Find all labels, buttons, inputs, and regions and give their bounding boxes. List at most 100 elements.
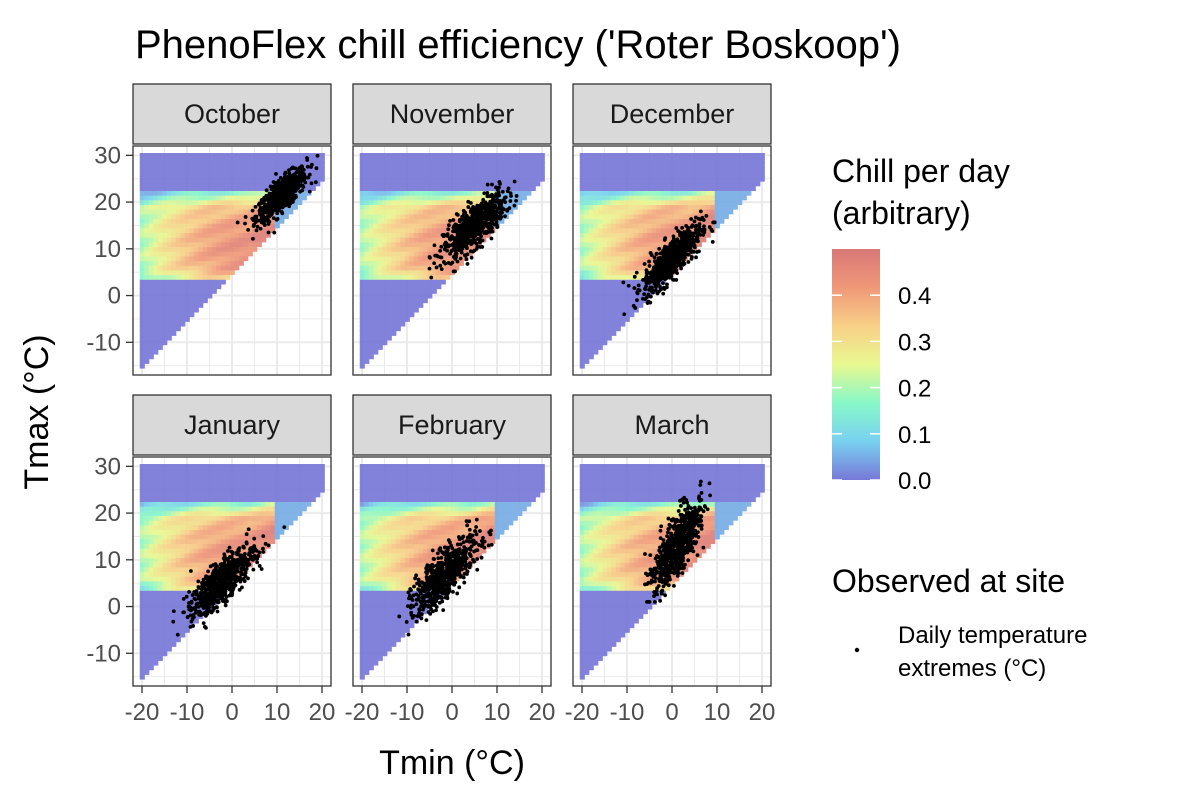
heatmap-tile (606, 288, 612, 294)
observed-point (298, 189, 303, 194)
heatmap-tile (427, 288, 433, 294)
heatmap-tile (198, 153, 204, 159)
heatmap-tile (144, 237, 150, 243)
heatmap-tile (395, 162, 401, 168)
heatmap-tile (705, 181, 711, 187)
heatmap-tile (588, 293, 594, 299)
heatmap-tile (620, 297, 626, 304)
heatmap-tile (386, 251, 392, 257)
heatmap-tile (472, 171, 478, 177)
heatmap-tile (139, 274, 145, 280)
heatmap-tile (144, 185, 150, 191)
observed-point (484, 213, 489, 218)
heatmap-tile (472, 190, 478, 196)
heatmap-tile (602, 157, 608, 163)
heatmap-tile (440, 195, 446, 201)
heatmap-tile (162, 269, 168, 276)
heatmap-tile (270, 176, 276, 182)
heatmap-tile (395, 167, 401, 173)
heatmap-tile (597, 339, 603, 346)
heatmap-tile (368, 339, 374, 346)
heatmap-tile (211, 279, 217, 285)
observed-point (479, 214, 484, 219)
heatmap-tile (431, 218, 437, 224)
heatmap-tile (597, 153, 603, 159)
heatmap-tile (148, 176, 154, 182)
heatmap-tile (593, 251, 599, 257)
heatmap-tile (584, 288, 590, 294)
heatmap-tile (620, 167, 626, 173)
heatmap-tile (211, 274, 217, 280)
heatmap-tile (261, 162, 267, 168)
heatmap-tile (225, 223, 231, 229)
heatmap-tile (198, 204, 204, 210)
heatmap-tile (189, 265, 195, 271)
heatmap-tile (386, 288, 392, 294)
heatmap-tile (494, 153, 500, 159)
heatmap-tile (588, 209, 594, 215)
observed-point (467, 231, 472, 236)
heatmap-tile (701, 157, 707, 163)
heatmap-tile (395, 157, 401, 163)
heatmap-tile (193, 237, 199, 243)
heatmap-tile (674, 181, 680, 187)
heatmap-tile (624, 232, 630, 238)
heatmap-tile (310, 171, 316, 177)
observed-point (274, 187, 279, 192)
heatmap-tile (364, 218, 370, 224)
heatmap-tile (229, 241, 235, 248)
heatmap-tile (615, 311, 621, 318)
heatmap-tile (211, 269, 217, 276)
heatmap-tile (171, 265, 177, 271)
heatmap-tile (229, 246, 235, 252)
heatmap-tile (422, 237, 428, 243)
heatmap-tile (418, 283, 424, 290)
heatmap-tile (714, 171, 720, 177)
heatmap-tile (220, 213, 226, 220)
heatmap-tile (606, 293, 612, 299)
heatmap-tile (171, 307, 177, 313)
heatmap-tile (638, 297, 644, 304)
heatmap-tile (431, 167, 437, 173)
heatmap-tile (175, 167, 181, 173)
heatmap-tile (620, 260, 626, 266)
heatmap-tile (220, 162, 226, 168)
heatmap-tile (395, 227, 401, 234)
heatmap-tile (413, 237, 419, 243)
heatmap-tile (166, 251, 172, 257)
observed-point (299, 179, 304, 184)
heatmap-tile (180, 209, 186, 215)
heatmap-tile (364, 190, 370, 196)
heatmap-tile (624, 162, 630, 168)
heatmap-tile (139, 288, 145, 294)
heatmap-tile (368, 241, 374, 248)
facet-strip (132, 83, 332, 145)
heatmap-tile (377, 269, 383, 276)
observed-point (475, 206, 480, 211)
heatmap-tile (633, 246, 639, 252)
heatmap-tile (153, 321, 159, 327)
observed-point (274, 217, 279, 222)
heatmap-tile (234, 153, 240, 159)
heatmap-tile (373, 269, 379, 276)
heatmap-tile (467, 185, 473, 191)
heatmap-tile (606, 181, 612, 187)
heatmap-tile (422, 246, 428, 252)
heatmap-tile (584, 190, 590, 196)
heatmap-tile (148, 241, 154, 248)
heatmap-tile (391, 302, 397, 308)
heatmap-tile (597, 237, 603, 243)
heatmap-tile (593, 302, 599, 308)
heatmap-tile (454, 195, 460, 201)
observed-point (470, 211, 475, 216)
heatmap-tile (588, 213, 594, 220)
heatmap-tile (476, 162, 482, 168)
heatmap-tile (606, 213, 612, 220)
heatmap-tile (400, 213, 406, 220)
heatmap-tile (238, 157, 244, 163)
heatmap-tile (638, 274, 644, 280)
heatmap-tile (395, 199, 401, 206)
heatmap-tile (454, 162, 460, 168)
